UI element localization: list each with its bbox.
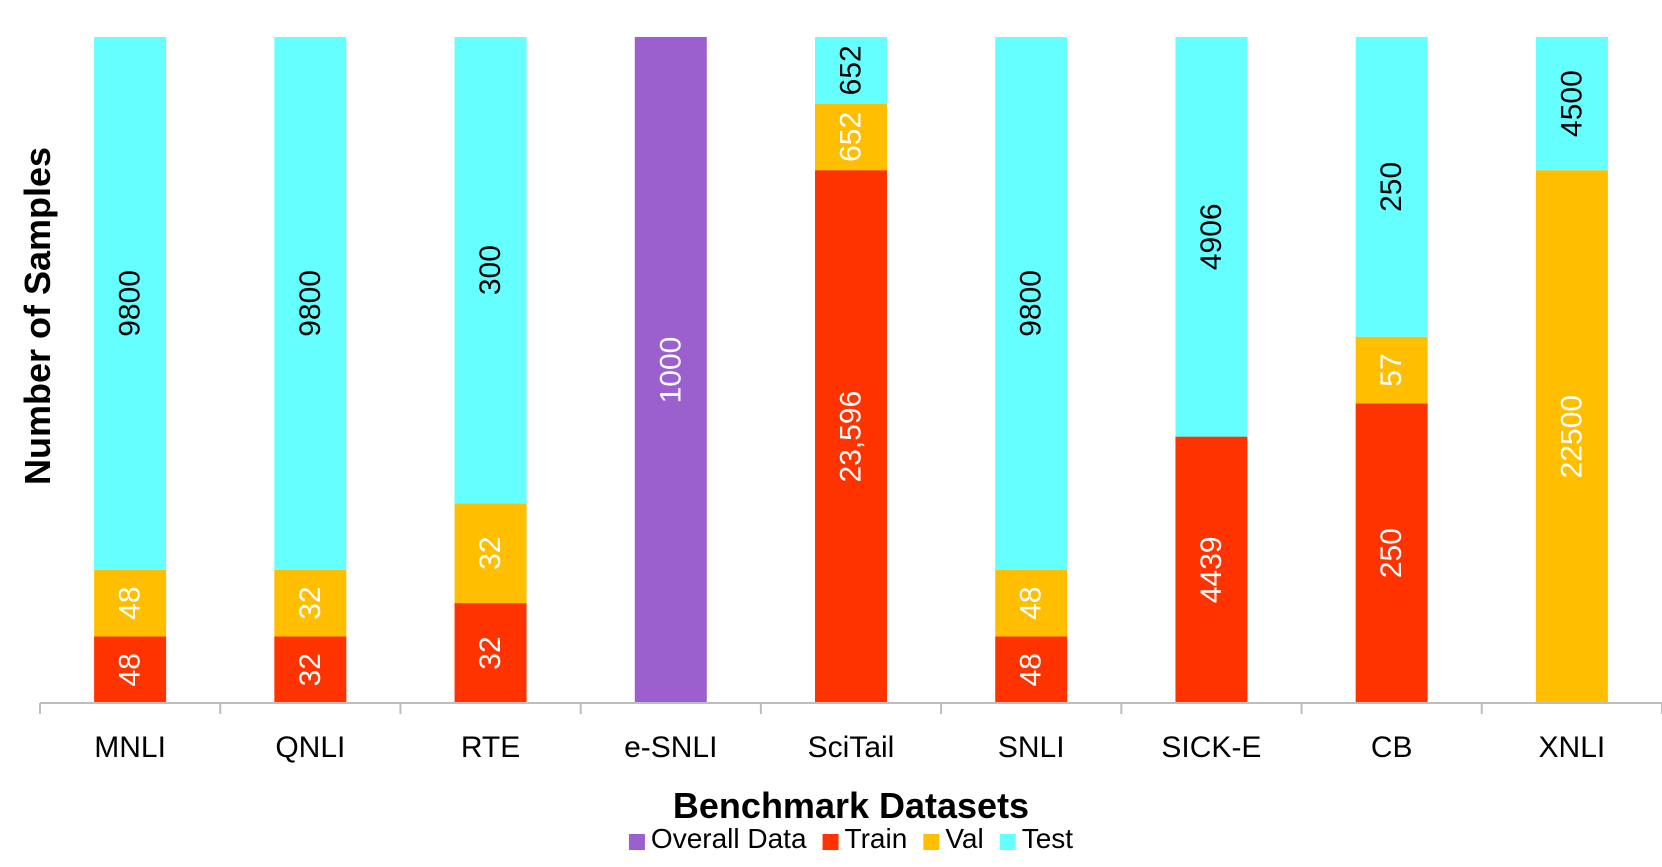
bar-scitail-test [815, 37, 887, 104]
data-label-rte-test: 300 [474, 245, 507, 295]
legend-label-overall-data: Overall Data [651, 823, 807, 854]
bar-xnli-test [1535, 37, 1608, 171]
data-label-cb-test: 250 [1375, 162, 1408, 212]
data-label-snli-val: 48 [1015, 586, 1048, 619]
bar-sick-e-train [1175, 436, 1248, 703]
data-label-mnli-train: 48 [114, 653, 147, 686]
bar-cb-val [1355, 336, 1428, 404]
bar-snli-train [995, 636, 1068, 703]
legend-swatch-test [999, 834, 1016, 850]
x-tick-label-xnli: XNLI [1539, 731, 1606, 764]
bar-scitail-train [815, 170, 887, 703]
x-tick-label-cb: CB [1371, 731, 1413, 764]
bar-qnli-val [274, 569, 347, 637]
bar-rte-val [454, 503, 527, 604]
bar-e-snli-overall-data [634, 37, 707, 703]
data-label-qnli-test: 9800 [294, 270, 327, 337]
bar-qnli-test [274, 37, 347, 570]
data-label-scitail-train: 23,596 [835, 391, 868, 483]
data-label-scitail-val: 652 [835, 112, 868, 162]
bar-mnli-test [94, 37, 167, 570]
x-tick-label-rte: RTE [461, 731, 520, 764]
legend-swatch-val [923, 834, 940, 850]
x-tick-label-scitail: SciTail [808, 731, 895, 764]
data-label-rte-train: 32 [474, 636, 507, 669]
x-axis-title: Benchmark Datasets [673, 785, 1029, 826]
data-label-sick-e-train: 4439 [1195, 536, 1228, 603]
x-tick-label-qnli: QNLI [275, 731, 345, 764]
bar-snli-val [995, 569, 1068, 637]
x-tick-label-sick-e: SICK-E [1161, 731, 1261, 764]
data-label-sick-e-test: 4906 [1195, 203, 1228, 270]
data-label-qnli-val: 32 [294, 586, 327, 619]
segment-labels-layer: 48 48 9800 32 32 9800 32 32 300 1000 23,596 652 652 4… [114, 45, 1589, 686]
bar-snli-test [995, 37, 1068, 570]
data-label-mnli-val: 48 [114, 586, 147, 619]
bar-xnli-val [1535, 170, 1608, 703]
data-label-e-snli-overall-data: 1000 [654, 337, 687, 404]
bars-layer [94, 37, 1608, 703]
x-tick-label-e-snli: e-SNLI [624, 731, 717, 764]
y-axis-title: Number of Samples [17, 147, 58, 485]
data-label-rte-val: 32 [474, 536, 507, 569]
x-axis-ticks [39, 703, 1662, 714]
legend-label-test: Test [1022, 823, 1074, 854]
legend-swatch-overall-data [628, 834, 645, 850]
x-tick-label-mnli: MNLI [94, 731, 166, 764]
data-label-mnli-test: 9800 [114, 270, 147, 337]
bar-mnli-train [94, 636, 167, 703]
bar-cb-train [1355, 403, 1428, 703]
legend-label-train: Train [845, 823, 908, 854]
bar-rte-test [454, 37, 527, 504]
data-label-snli-train: 48 [1015, 653, 1048, 686]
data-label-qnli-train: 32 [294, 653, 327, 686]
data-label-xnli-test: 4500 [1555, 70, 1588, 137]
bar-sick-e-test [1175, 37, 1248, 437]
x-tick-labels: MNLI QNLI RTE e-SNLI SciTail SNLI SICK-E CB XNLI [94, 731, 1605, 764]
legend-label-val: Val [945, 823, 983, 854]
data-label-cb-val: 57 [1375, 353, 1408, 386]
bar-scitail-val [815, 103, 887, 171]
bar-cb-test [1355, 37, 1428, 337]
data-label-scitail-test: 652 [835, 45, 868, 95]
legend-swatch-train [822, 834, 839, 850]
data-label-snli-test: 9800 [1015, 270, 1048, 337]
bar-qnli-train [274, 636, 347, 703]
bar-rte-train [454, 603, 527, 703]
bar-mnli-val [94, 569, 167, 637]
legend: Overall Data Train Val Test [628, 823, 1074, 854]
x-tick-label-snli: SNLI [998, 731, 1065, 764]
data-label-xnli-val: 22500 [1555, 395, 1588, 478]
data-label-cb-train: 250 [1375, 528, 1408, 578]
